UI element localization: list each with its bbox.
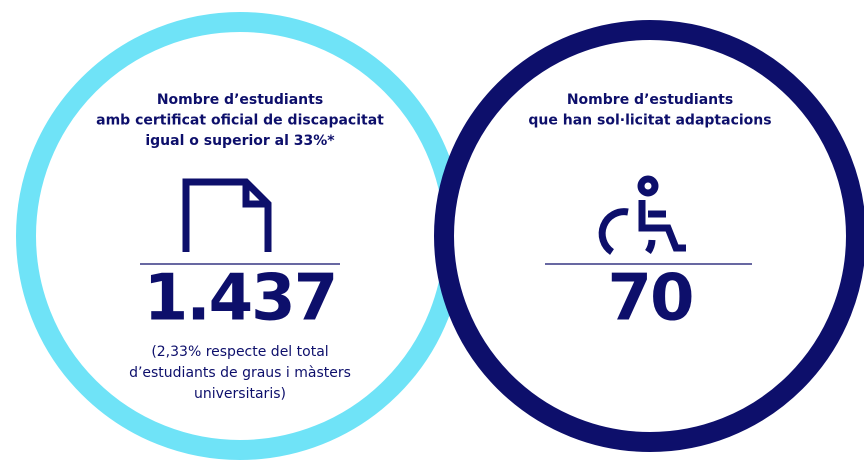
panel-value: 70 (607, 262, 692, 336)
panel-title: Nombre d’estudiants (157, 92, 323, 108)
panel-note: d’estudiants de graus i màsters (129, 365, 351, 381)
panel-note: universitaris) (194, 386, 286, 402)
panel-title: igual o superior al 33%* (145, 133, 335, 149)
panel-title: amb certificat oficial de discapacitat (96, 113, 384, 129)
panel-title: Nombre d’estudiants (567, 92, 733, 108)
document-icon (182, 178, 272, 252)
panel-title: que han sol·licitat adaptacions (528, 113, 771, 129)
circle-right (434, 20, 864, 452)
panel-value: 1.437 (144, 262, 336, 336)
wheelchair-icon (598, 175, 686, 255)
panel-note: (2,33% respecte del total (151, 344, 328, 360)
